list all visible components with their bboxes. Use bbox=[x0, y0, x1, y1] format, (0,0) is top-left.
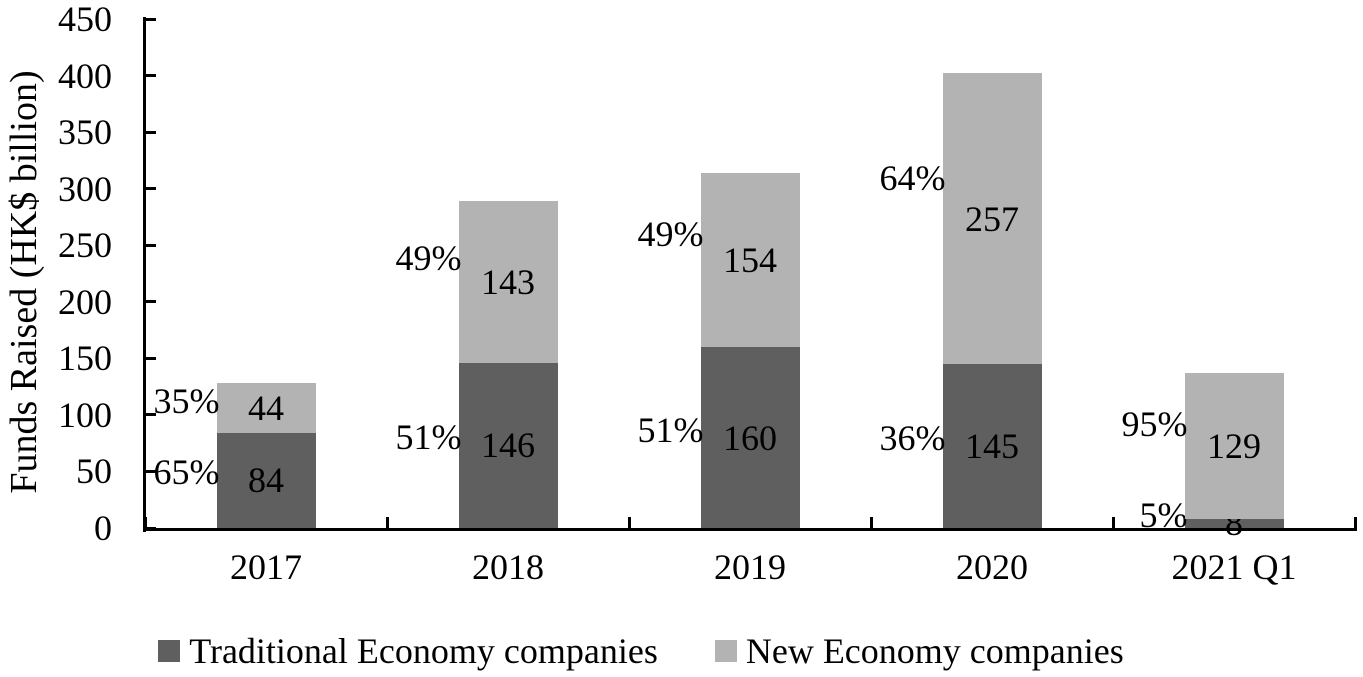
value-label: 129 bbox=[1207, 425, 1261, 466]
percent-label: 49% bbox=[637, 213, 704, 254]
y-tick-mark bbox=[145, 130, 156, 134]
y-tick-label: 0 bbox=[94, 508, 112, 548]
y-tick-mark bbox=[145, 187, 156, 191]
y-tick-label: 450 bbox=[58, 0, 112, 39]
x-axis-line bbox=[143, 528, 1357, 531]
x-category-label: 2017 bbox=[230, 547, 302, 587]
y-tick-mark bbox=[145, 526, 156, 530]
percent-label: 5% bbox=[1139, 495, 1188, 536]
percent-label: 64% bbox=[879, 157, 946, 198]
bar-segment-new-2018 bbox=[458, 201, 558, 363]
value-label: 84 bbox=[248, 460, 284, 501]
x-tick-mark bbox=[627, 517, 631, 528]
percent-label: 51% bbox=[637, 409, 704, 450]
y-tick-label: 300 bbox=[58, 168, 112, 209]
legend-swatch-traditional-economy bbox=[158, 640, 181, 662]
legend-item-new-economy: New Economy companies bbox=[714, 630, 1124, 672]
y-tick-mark bbox=[145, 469, 156, 473]
y-tick-label: 200 bbox=[58, 281, 112, 322]
bar-segment-new-2017 bbox=[216, 383, 316, 433]
x-tick-mark bbox=[1111, 517, 1115, 528]
y-tick-label: 100 bbox=[58, 394, 112, 435]
y-axis-line bbox=[143, 17, 146, 532]
x-tick-mark bbox=[869, 517, 873, 528]
legend-swatch-new-economy bbox=[714, 640, 737, 662]
bar-segment-traditional-2019 bbox=[700, 347, 800, 528]
value-label: 145 bbox=[965, 425, 1019, 466]
percent-label: 49% bbox=[395, 237, 462, 278]
x-tick-mark bbox=[385, 517, 389, 528]
y-tick-mark bbox=[145, 74, 156, 78]
bar-segment-new-2019 bbox=[700, 172, 800, 348]
bar-segment-traditional-2021-q1 bbox=[1184, 518, 1284, 528]
y-tick-mark bbox=[145, 413, 156, 417]
y-tick-label: 400 bbox=[58, 55, 112, 96]
value-label: 44 bbox=[248, 388, 284, 429]
y-tick-label: 350 bbox=[58, 112, 112, 153]
value-label: 257 bbox=[965, 198, 1019, 239]
x-category-label: 2021 Q1 bbox=[1171, 547, 1297, 587]
bar-segment-traditional-2017 bbox=[216, 432, 316, 528]
x-category-label: 2020 bbox=[956, 547, 1028, 587]
x-category-label: 2019 bbox=[714, 547, 786, 587]
value-label: 160 bbox=[723, 417, 777, 458]
bar-segment-traditional-2020 bbox=[942, 363, 1042, 528]
percent-label: 36% bbox=[879, 417, 946, 458]
legend-item-traditional-economy: Traditional Economy companies bbox=[158, 630, 658, 672]
value-label: 146 bbox=[481, 425, 535, 466]
y-tick-label: 250 bbox=[58, 225, 112, 266]
y-tick-mark bbox=[145, 17, 156, 21]
legend-label-new-economy: New Economy companies bbox=[745, 631, 1124, 671]
percent-label: 65% bbox=[153, 452, 220, 493]
bar-segment-new-2021-q1 bbox=[1184, 373, 1284, 519]
legend-label-traditional-economy: Traditional Economy companies bbox=[189, 631, 658, 671]
value-label: 143 bbox=[481, 261, 535, 302]
value-label: 154 bbox=[723, 239, 777, 280]
percent-label: 35% bbox=[153, 380, 220, 421]
y-tick-mark bbox=[145, 356, 156, 360]
legend: Traditional Economy companies New Econom… bbox=[0, 628, 1282, 674]
bar-segment-new-2020 bbox=[942, 73, 1042, 364]
x-tick-mark bbox=[143, 517, 147, 528]
y-tick-label: 50 bbox=[76, 451, 112, 492]
y-tick-label: 150 bbox=[58, 338, 112, 379]
bar-segment-traditional-2018 bbox=[458, 362, 558, 528]
percent-label: 51% bbox=[395, 417, 462, 458]
percent-label: 95% bbox=[1121, 404, 1188, 445]
y-tick-mark bbox=[145, 300, 156, 304]
x-tick-mark bbox=[1353, 517, 1357, 528]
y-tick-mark bbox=[145, 243, 156, 247]
x-category-label: 2018 bbox=[472, 547, 544, 587]
